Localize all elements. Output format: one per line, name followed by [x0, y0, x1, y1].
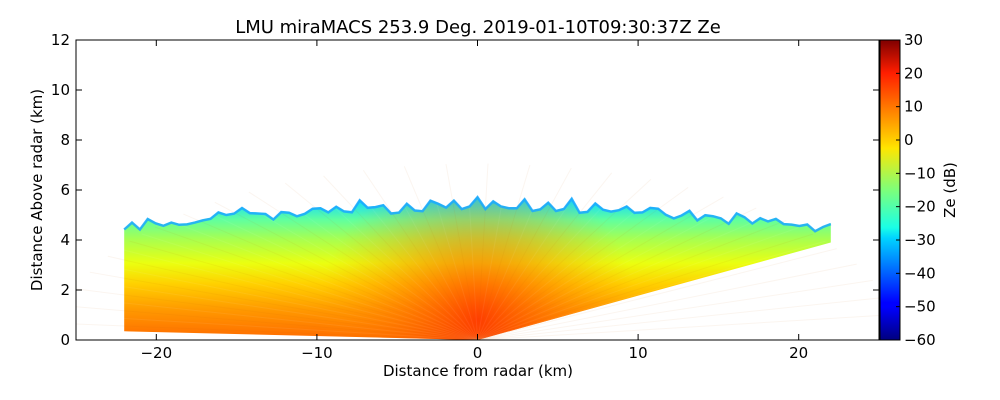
beam-streak [477, 314, 879, 340]
beam-streak [303, 178, 478, 340]
echo-core [124, 196, 831, 340]
beam-streak [76, 288, 478, 340]
reflectivity-field [76, 163, 879, 340]
beam-streak [76, 306, 478, 340]
beam-streak [477, 233, 814, 340]
beam-streak [231, 196, 478, 340]
y-tick-label: 6 [60, 181, 70, 199]
y-tick-label: 0 [60, 331, 70, 349]
beam-streak [214, 201, 478, 340]
beam-streak [323, 175, 478, 340]
colorbar-tick-label: 30 [904, 31, 923, 49]
y-axis-ticks: 0 2 4 6 8 10 12 [51, 31, 879, 349]
colorbar-tick-label: −30 [904, 231, 936, 249]
colorbar-label: Ze (dB) [941, 162, 959, 218]
beam-streak [477, 279, 873, 340]
x-tick-label: −20 [140, 344, 172, 362]
y-tick-label: 8 [60, 131, 70, 149]
beam-streak [477, 288, 879, 340]
x-tick-label: −10 [301, 344, 333, 362]
beam-streak [89, 271, 478, 340]
beam-streak [477, 172, 613, 340]
beam-streak [183, 213, 478, 340]
beam-streak [477, 207, 757, 340]
beam-streak [168, 219, 478, 340]
beam-streak [154, 226, 478, 340]
colorbar-tick-label: −10 [904, 164, 936, 182]
beam-streak [477, 166, 552, 340]
beam-streak [76, 314, 478, 340]
colorbar-tick-label: 20 [904, 64, 923, 82]
echo-texture [76, 163, 879, 340]
beam-streak [118, 248, 478, 340]
beam-streak [477, 255, 848, 340]
beam-streak [477, 178, 652, 340]
beam-streak [266, 187, 478, 340]
beam-streak [403, 166, 478, 340]
beam-streak [477, 164, 531, 340]
beam-streak [477, 201, 741, 340]
colorbar-tick-label: −40 [904, 264, 936, 282]
beam-streak [477, 164, 510, 340]
beam-streak [477, 226, 801, 340]
beam-streak [466, 163, 478, 340]
x-tick-label: 10 [629, 344, 648, 362]
colorbar-tick-label: 10 [904, 98, 923, 116]
colorbar-tick-label: 0 [904, 131, 914, 149]
chart-title: LMU miraMACS 253.9 Deg. 2019-01-10T09:30… [235, 17, 721, 38]
beam-streak [477, 263, 857, 340]
beam-streak [141, 233, 478, 340]
beam-streak [477, 175, 632, 340]
colorbar-ticks: 30 20 10 0 −10 −20 −30 −40 −50 −60 [896, 31, 936, 349]
beam-streak [477, 213, 772, 340]
beam-streak [477, 306, 879, 340]
x-tick-label: 20 [789, 344, 808, 362]
beam-streak [248, 191, 478, 340]
beam-streak [107, 255, 478, 340]
beam-streak [76, 297, 478, 340]
beam-streak [477, 297, 879, 340]
beam-streak [477, 323, 879, 340]
beam-streak [383, 167, 478, 340]
beam-streak [424, 164, 478, 340]
beam-streak [76, 323, 478, 340]
beam-streak [477, 240, 826, 340]
y-tick-label: 12 [51, 31, 70, 49]
beam-streak [477, 271, 866, 340]
beam-streak [477, 187, 689, 340]
beam-streak [477, 163, 489, 340]
beam-streak [477, 196, 724, 340]
beam-streak [362, 169, 478, 340]
x-axis-label: Distance from radar (km) [383, 362, 573, 380]
colorbar-tick-label: −60 [904, 331, 936, 349]
beam-streak [477, 182, 671, 340]
y-tick-label: 2 [60, 281, 70, 299]
beam-streak [477, 167, 572, 340]
y-axis-label: Distance Above radar (km) [28, 89, 46, 291]
cloud-top-edge [123, 195, 832, 233]
beam-streak [82, 279, 478, 340]
x-tick-label: 0 [473, 344, 483, 362]
beam-streak [477, 219, 787, 340]
beam-streak [98, 263, 478, 340]
colorbar [879, 39, 901, 341]
colorbar-tick-label: −20 [904, 198, 936, 216]
beam-streak [445, 164, 478, 340]
beam-streak [129, 240, 478, 340]
x-axis-ticks: −20 −10 0 10 20 [140, 40, 808, 362]
beam-streak [198, 207, 478, 340]
colorbar-tick-label: −50 [904, 298, 936, 316]
beam-streak [477, 248, 837, 340]
y-tick-label: 10 [51, 81, 70, 99]
y-tick-label: 4 [60, 231, 70, 249]
beam-streak [342, 172, 478, 340]
